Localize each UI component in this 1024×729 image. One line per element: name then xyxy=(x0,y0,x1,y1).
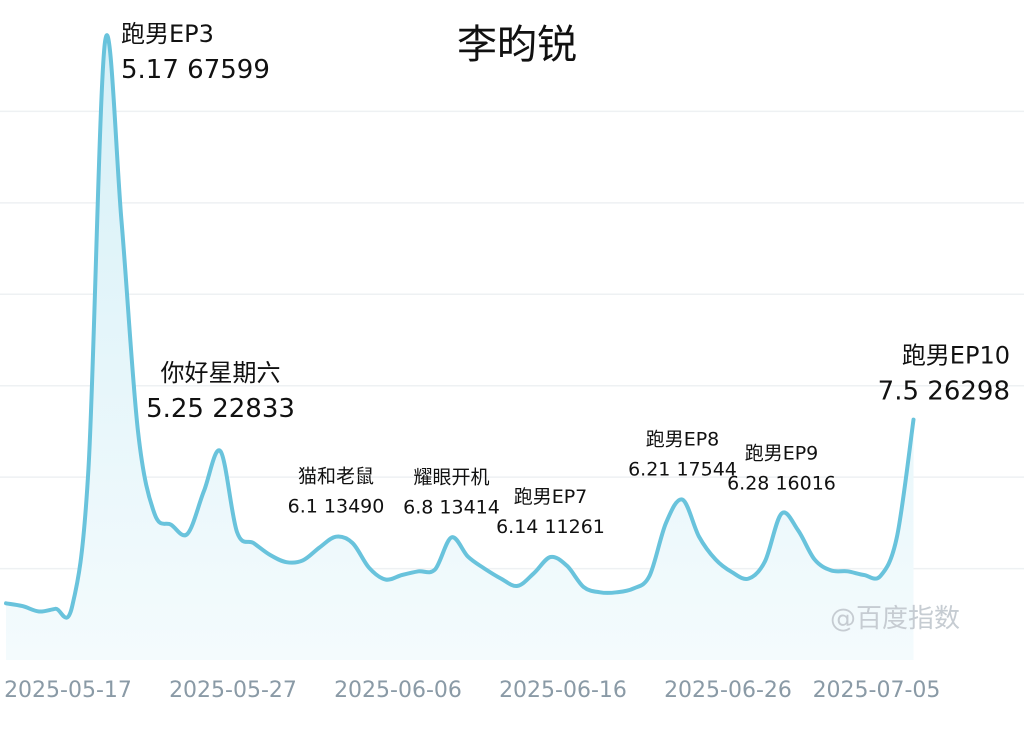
x-tick-label: 2025-07-05 xyxy=(813,678,941,703)
x-axis-ticks: 2025-05-17 2025-05-27 2025-06-06 2025-06-16… xyxy=(4,678,940,703)
x-tick-label: 2025-05-27 xyxy=(169,678,297,703)
annotation-label: 猫和老鼠 xyxy=(298,466,374,488)
annotation-detail: 6.21 17544 xyxy=(628,459,737,481)
grid xyxy=(0,110,1024,570)
x-tick-label: 2025-06-16 xyxy=(499,678,627,703)
x-tick-label: 2025-06-26 xyxy=(664,678,792,703)
area-shape xyxy=(6,35,914,661)
annotation-detail: 6.14 11261 xyxy=(496,516,605,538)
annotation-label: 跑男EP3 xyxy=(121,20,214,48)
annotation-label: 跑男EP8 xyxy=(646,429,720,451)
watermark: @百度指数 xyxy=(830,604,960,634)
chart-title: 李昀锐 xyxy=(457,22,577,68)
corner-credit: @艾玛酱娱乐手册 xyxy=(852,695,1012,719)
series-line xyxy=(4,33,916,620)
annotation-detail: 6.28 16016 xyxy=(727,473,836,495)
annotation-detail: 6.1 13490 xyxy=(288,496,385,518)
annotation-detail: 6.8 13414 xyxy=(403,496,500,518)
annotation-detail: 7.5 26298 xyxy=(878,377,1010,407)
series-line-path xyxy=(4,33,916,620)
annotation-detail: 5.17 67599 xyxy=(121,55,270,85)
annotation-detail: 5.25 22833 xyxy=(146,394,295,424)
annotation-label: 跑男EP9 xyxy=(745,443,819,465)
x-tick-label: 2025-06-06 xyxy=(334,678,462,703)
annotation-label: 耀眼开机 xyxy=(413,466,489,488)
annotation-label: 你好星期六 xyxy=(161,359,281,387)
annotation-label: 跑男EP7 xyxy=(514,486,588,508)
annotations: 跑男EP3 5.17 67599 你好星期六 5.25 22833 猫和老鼠 6.1 13… xyxy=(121,20,1010,538)
area-fill xyxy=(6,35,914,661)
annotation-label: 跑男EP10 xyxy=(902,342,1010,370)
x-tick-label: 2025-05-17 xyxy=(4,678,132,703)
